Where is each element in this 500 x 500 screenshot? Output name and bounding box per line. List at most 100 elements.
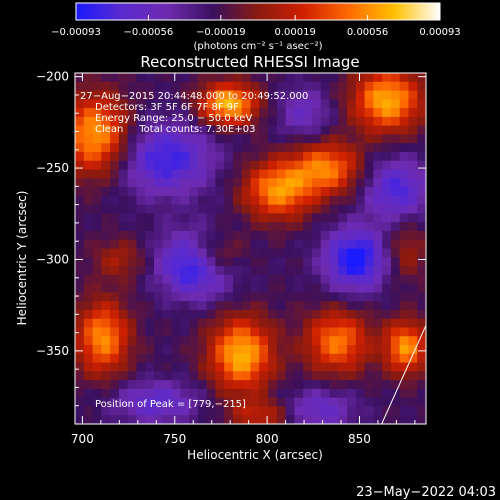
heatmap-cell bbox=[118, 134, 129, 144]
heatmap-cell bbox=[145, 230, 155, 241]
heatmap-cell bbox=[276, 301, 287, 311]
heatmap-cell bbox=[83, 178, 94, 188]
heatmap-cell bbox=[215, 160, 225, 171]
heatmap-cell bbox=[180, 151, 190, 162]
heatmap-cell bbox=[408, 266, 418, 276]
heatmap-cell bbox=[241, 116, 252, 127]
heatmap-cell bbox=[268, 301, 278, 311]
heatmap-cell bbox=[329, 301, 339, 311]
heatmap-cell bbox=[399, 380, 410, 390]
heatmap-cell bbox=[92, 222, 102, 232]
y-tick-label: −250 bbox=[36, 161, 69, 175]
heatmap-cell bbox=[355, 388, 366, 399]
heatmap-cell bbox=[232, 125, 243, 136]
heatmap-cell bbox=[285, 336, 295, 346]
heatmap-cell bbox=[329, 239, 339, 250]
heatmap-cell bbox=[408, 230, 418, 241]
heatmap-cell bbox=[224, 283, 234, 293]
heatmap-cell bbox=[224, 318, 234, 329]
heatmap-cell bbox=[136, 327, 146, 337]
heatmap-cell bbox=[75, 406, 85, 416]
heatmap-cell bbox=[118, 415, 129, 424]
heatmap-cell bbox=[382, 99, 392, 109]
heatmap-cell bbox=[189, 248, 199, 258]
heatmap-cell bbox=[399, 257, 410, 267]
heatmap-cell bbox=[329, 143, 339, 153]
heatmap-cell bbox=[180, 178, 190, 188]
heatmap-cell bbox=[75, 292, 85, 302]
heatmap-cell bbox=[329, 73, 339, 83]
heatmap-cell bbox=[110, 178, 120, 188]
heatmap-cell bbox=[206, 151, 217, 162]
heatmap-cell bbox=[145, 169, 155, 179]
annotation-detectors: Detectors: 3F 5F 6F 7F 8F 9F bbox=[95, 102, 239, 113]
heatmap-cell bbox=[408, 143, 418, 153]
heatmap-cell bbox=[276, 318, 287, 329]
heatmap-cell bbox=[399, 388, 410, 399]
heatmap-cell bbox=[338, 248, 348, 258]
heatmap-cell bbox=[83, 90, 94, 100]
heatmap-cell bbox=[153, 99, 164, 109]
heatmap-cell bbox=[355, 415, 366, 424]
heatmap-cell bbox=[276, 134, 287, 144]
heatmap-cell bbox=[303, 73, 313, 83]
heatmap-cell bbox=[127, 73, 138, 83]
heatmap-cell bbox=[320, 257, 331, 267]
heatmap-cell bbox=[373, 301, 383, 311]
heatmap-cell bbox=[153, 143, 164, 153]
heatmap-cell bbox=[294, 230, 304, 241]
heatmap-cell bbox=[276, 257, 287, 267]
heatmap-cell bbox=[408, 81, 418, 92]
heatmap-cell bbox=[364, 266, 374, 276]
heatmap-cell bbox=[294, 134, 304, 144]
heatmap-cell bbox=[417, 301, 426, 311]
heatmap-cell bbox=[320, 143, 331, 153]
heatmap-cell bbox=[83, 213, 94, 223]
heatmap-cell bbox=[311, 169, 322, 179]
heatmap-cell bbox=[136, 345, 146, 355]
heatmap-cell bbox=[382, 222, 392, 232]
heatmap-cell bbox=[153, 371, 164, 381]
heatmap-cell bbox=[276, 380, 287, 390]
heatmap-cell bbox=[259, 99, 269, 109]
heatmap-cell bbox=[311, 362, 322, 372]
heatmap-cell bbox=[101, 345, 111, 355]
heatmap-cell bbox=[320, 116, 331, 127]
heatmap-cell bbox=[320, 125, 331, 136]
heatmap-cell bbox=[320, 345, 331, 355]
heatmap-cell bbox=[162, 90, 173, 100]
heatmap-cell bbox=[311, 125, 322, 136]
heatmap-cell bbox=[189, 309, 199, 320]
heatmap-cell bbox=[241, 187, 252, 197]
heatmap-cell bbox=[241, 125, 252, 136]
heatmap-cell bbox=[92, 195, 102, 206]
heatmap-cell bbox=[382, 90, 392, 100]
heatmap-cell bbox=[241, 388, 252, 399]
heatmap-cell bbox=[355, 362, 366, 372]
heatmap-cell bbox=[101, 248, 111, 258]
heatmap-cell bbox=[224, 125, 234, 136]
heatmap-cell bbox=[206, 248, 217, 258]
heatmap-cell bbox=[83, 239, 94, 250]
annotation-energy: Energy Range: 25.0 − 50.0 keV bbox=[95, 113, 252, 124]
heatmap-cell bbox=[224, 266, 234, 276]
heatmap-cell bbox=[417, 81, 426, 92]
heatmap-cell bbox=[189, 143, 199, 153]
heatmap-cell bbox=[364, 301, 374, 311]
heatmap-cell bbox=[390, 204, 401, 215]
heatmap-cell bbox=[303, 248, 313, 258]
heatmap-cell bbox=[259, 248, 269, 258]
heatmap-cell bbox=[118, 371, 129, 381]
heatmap-cell bbox=[215, 222, 225, 232]
heatmap-cell bbox=[408, 353, 418, 364]
heatmap-cell bbox=[189, 134, 199, 144]
heatmap-cell bbox=[347, 309, 357, 320]
heatmap-cell bbox=[171, 345, 181, 355]
heatmap-cell bbox=[382, 239, 392, 250]
heatmap-cell bbox=[171, 169, 181, 179]
heatmap-cell bbox=[241, 301, 252, 311]
heatmap-cell bbox=[136, 160, 146, 171]
heatmap-cell bbox=[320, 248, 331, 258]
heatmap-cell bbox=[189, 371, 199, 381]
heatmap-cell bbox=[162, 73, 173, 83]
